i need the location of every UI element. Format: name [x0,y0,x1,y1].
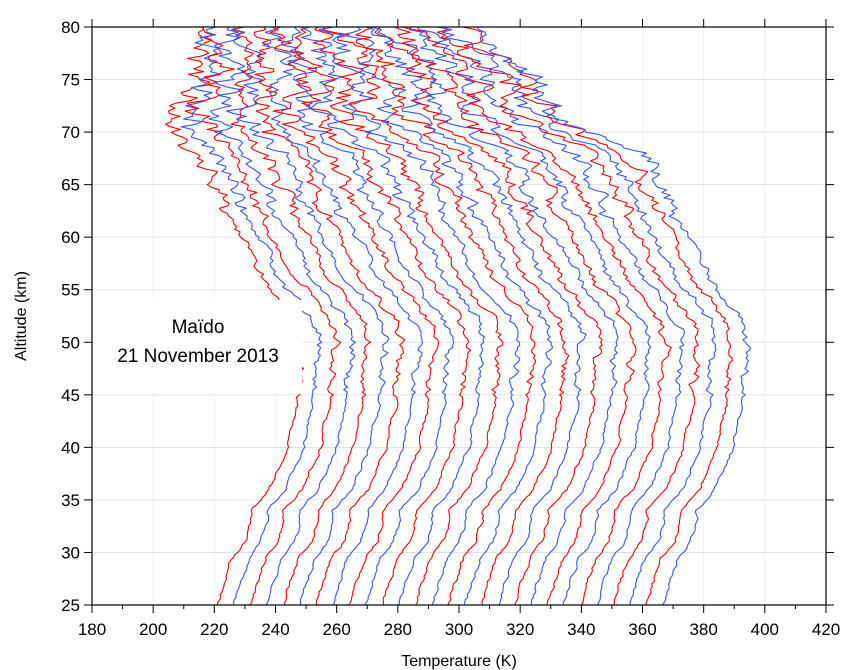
profile-line [401,26,672,606]
profile-line [318,26,521,606]
axes: 180 200 220 240 260 280 300 320 340 360 380 400 420 2… [61,18,840,639]
y-tick-label: 75 [61,71,80,90]
profile-line [374,26,603,606]
x-tick-label: 300 [445,620,473,639]
profile-line [417,26,686,606]
profile-line [262,26,423,606]
x-tick-label: 420 [812,620,840,639]
annotation-date: 21 November 2013 [117,346,279,367]
y-tick-label: 55 [61,281,80,300]
x-tick-label: 180 [78,620,106,639]
x-tick-label: 380 [689,620,717,639]
profile-line [225,26,390,606]
y-tick-label: 70 [61,123,80,142]
y-tick-label: 30 [61,543,80,562]
profile-line [365,26,587,606]
y-tick-label: 60 [61,228,80,247]
profile-line [340,26,554,606]
y-tick-label: 50 [61,333,80,352]
profile-line [355,26,570,606]
x-tick-label: 400 [751,620,779,639]
y-tick-label: 80 [61,18,80,37]
annotation-site: Maïdo [172,317,225,338]
profile-line [462,26,733,606]
x-tick-label: 200 [139,620,167,639]
profile-line [312,26,504,606]
profile-line [280,26,455,606]
profile-line [184,26,342,606]
profile-line [300,26,486,606]
profile-line [436,26,701,606]
y-tick-label: 65 [61,176,80,195]
x-tick-label: 360 [628,620,656,639]
x-tick-label: 320 [506,620,534,639]
x-tick-label: 260 [322,620,350,639]
profile-line [476,26,752,606]
y-tick-label: 35 [61,491,80,510]
series-group [164,26,752,606]
profile-line [293,26,472,606]
profile-line [436,26,717,606]
x-axis-label: Temperature (K) [401,653,517,670]
profile-line [208,26,356,606]
y-tick-label: 40 [61,438,80,457]
x-tick-label: 220 [200,620,228,639]
profile-line [322,26,537,606]
profile-line [180,26,323,605]
x-tick-label: 240 [261,620,289,639]
x-tick-label: 340 [567,620,595,639]
profile-line [393,26,637,606]
profile-line [269,26,440,606]
y-axis-label: Altitude (km) [13,271,30,361]
profile-line [370,26,619,606]
profile-line [253,26,406,606]
y-tick-label: 25 [61,596,80,615]
x-tick-label: 280 [384,620,412,639]
y-tick-label: 45 [61,386,80,405]
annotation-background [96,300,302,394]
profile-line [230,26,371,606]
